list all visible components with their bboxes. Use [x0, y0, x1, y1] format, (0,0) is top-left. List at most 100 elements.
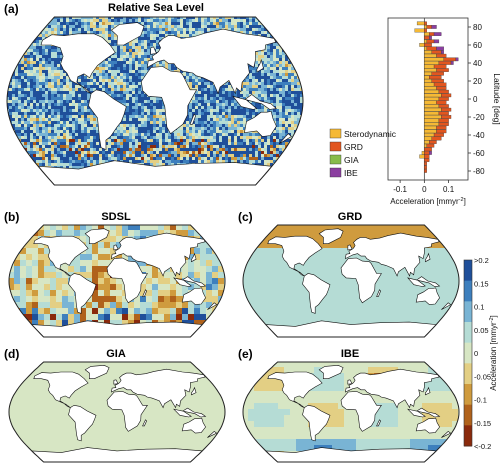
bar-steric-lat52	[424, 50, 432, 54]
landmass-au	[415, 417, 440, 434]
panel-d-title: GIA	[106, 348, 126, 360]
y-tick-label: 60	[473, 41, 482, 50]
bar-grd-lat80	[426, 25, 432, 29]
bar-grd-lat-56	[424, 147, 432, 152]
bar-grd-lat12	[436, 86, 447, 90]
landmass-md	[376, 289, 381, 297]
landmass-nz	[207, 431, 218, 438]
landmass-md	[142, 289, 147, 297]
bar-grd-lat8	[438, 89, 449, 94]
bar-steric-lat-60	[421, 151, 425, 155]
map-frame	[8, 224, 226, 338]
latitude-acceleration-chart: -0.1 0 0.1 Acceleration [mmyr-2] -80 -60 -40 -2…	[329, 17, 500, 206]
panel-c-title: GRD	[337, 211, 363, 223]
bar-steric-lat-24	[424, 118, 440, 123]
colorbar-tick-label: -0.1	[474, 396, 487, 405]
panel-a-title: Relative Sea Level	[107, 2, 204, 14]
bar-grd-lat-36	[436, 129, 447, 134]
landmass-ins	[232, 94, 277, 110]
bar-steric-lat-8	[424, 104, 440, 108]
colorbar-segment	[464, 404, 472, 426]
legend-label-gia: GIA	[344, 155, 359, 165]
legend-label-ibe: IBE	[344, 168, 358, 178]
y-tick-label: -80	[473, 167, 485, 176]
landmass-eu	[111, 368, 206, 409]
landmass-md	[142, 419, 147, 427]
y-axis-label: Latitude [deg]	[492, 73, 500, 125]
colorbar-tick-label: -0.05	[474, 372, 491, 381]
bar-grd-lat-32	[436, 125, 447, 130]
legend-label-steric: Sterodynamic	[344, 129, 397, 139]
bar-grd-lat72	[429, 32, 435, 36]
panel-d-label: (d)	[4, 347, 20, 361]
y-tick-label: 0	[473, 95, 478, 104]
colorbar-tick-label: 0.1	[474, 303, 484, 312]
bar-grd-lat52	[431, 50, 442, 54]
landmass-af	[340, 257, 382, 304]
panel-e-title: IBE	[340, 348, 360, 360]
legend-swatch-grd	[329, 141, 342, 152]
legend-label-grd: GRD	[344, 142, 363, 152]
landmass-uk	[347, 244, 353, 251]
y-tick-label: 20	[473, 77, 482, 86]
landmass-af	[106, 257, 148, 304]
bar-steric-lat20	[424, 79, 432, 83]
colorbar-frame	[463, 259, 473, 447]
landmass-an	[30, 447, 204, 462]
bar-steric-lat-20	[424, 115, 442, 119]
landmass-af	[106, 391, 148, 432]
x-axis-label: Acceleration [mmyr-2]	[390, 197, 466, 206]
bar-grd-lat16	[433, 82, 447, 87]
y-tick-label: -60	[473, 149, 485, 158]
bar-steric-lat-52	[424, 143, 427, 148]
landmass-ins	[172, 407, 207, 418]
landmass-gl	[318, 364, 344, 379]
map-grd	[242, 224, 460, 338]
map-frame	[242, 361, 460, 463]
landmass-eu	[111, 232, 206, 277]
landmass-sa	[302, 404, 331, 442]
bar-grd-lat24	[429, 75, 442, 80]
bar-steric-lat4	[424, 93, 442, 98]
bar-steric-lat32	[424, 68, 437, 72]
colorbar-tick-label: <-0.2	[474, 442, 491, 451]
landmass-ins	[407, 276, 441, 287]
x-tick-label: -0.1	[393, 185, 407, 194]
bar-grd-lat84	[424, 21, 427, 26]
bar-grd-lat-64	[424, 154, 430, 159]
bar-grd-lat-52	[426, 143, 435, 148]
bar-steric-lat48	[424, 53, 437, 58]
landmass-na	[33, 235, 89, 277]
landmass-jp	[190, 252, 197, 263]
panel-b-title: SDSL	[101, 211, 131, 223]
landmass-na	[40, 33, 116, 94]
landmass-sa	[68, 273, 97, 314]
landmass-an	[264, 320, 437, 337]
bar-grd-lat-60	[424, 151, 430, 155]
bar-ibe-lat56	[436, 46, 444, 51]
map-frame	[6, 16, 304, 186]
bar-grd-lat56	[426, 46, 437, 51]
colorbar-segment	[464, 384, 472, 406]
bar-ibe-lat40	[450, 61, 454, 65]
bar-steric-lat40	[424, 61, 440, 65]
landmass-na	[267, 371, 323, 408]
colorbar-segment	[464, 260, 472, 282]
bar-grd-lat-24	[438, 118, 449, 123]
colorbar-tick-label: -0.15	[474, 419, 491, 428]
map-gia	[8, 361, 226, 463]
bar-grd-lat-68	[424, 158, 430, 162]
bar-steric-lat-40	[424, 133, 435, 137]
colorbar-tick-label: 0	[474, 349, 478, 358]
colorbar-segment	[464, 342, 472, 364]
bar-grd-lat20	[431, 79, 444, 83]
bar-grd-lat-72	[424, 161, 427, 166]
landmass-jp	[424, 386, 431, 396]
bar-steric-lat24	[424, 75, 430, 80]
landmass-jp	[424, 252, 431, 263]
y-tick-label: -20	[473, 113, 485, 122]
landmass-eu	[345, 232, 440, 277]
bar-grd-lat-16	[438, 111, 449, 116]
bar-grd-lat60	[424, 43, 432, 47]
bar-steric-lat-12	[424, 107, 442, 112]
